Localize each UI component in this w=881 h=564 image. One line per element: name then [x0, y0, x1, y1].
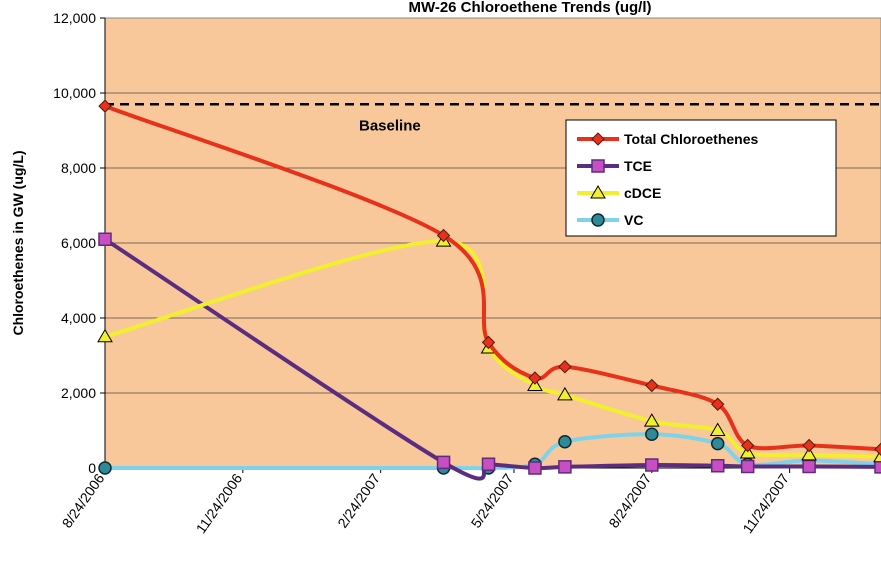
- marker-triangle: [643, 413, 660, 427]
- legend-entry-label: TCE: [624, 158, 652, 174]
- marker-diamond: [558, 360, 572, 374]
- marker-diamond: [874, 442, 881, 456]
- marker-square: [436, 455, 451, 470]
- marker-triangle: [801, 446, 817, 461]
- baseline: Baseline: [105, 103, 881, 134]
- y-tick-label: 6,000: [61, 235, 96, 251]
- marker-diamond: [711, 397, 725, 411]
- marker-circle: [558, 435, 572, 449]
- marker-triangle: [590, 185, 606, 199]
- x-tick-label: 2/24/2007: [334, 470, 383, 530]
- marker-square: [528, 461, 542, 475]
- marker-square: [98, 232, 112, 246]
- y-tick-label: 8,000: [61, 160, 96, 176]
- marker-circle: [98, 461, 112, 475]
- y-tick-label: 4,000: [61, 310, 96, 326]
- legend-entry-label: VC: [624, 212, 643, 228]
- legend-entry-label: cDCE: [624, 185, 661, 201]
- marker-triangle: [97, 328, 113, 343]
- marker-square: [645, 458, 659, 472]
- marker-circle: [710, 436, 725, 451]
- chart-title: MW-26 Chloroethene Trends (ug/l): [408, 0, 651, 16]
- grid-lines: [105, 92, 881, 394]
- marker-triangle: [557, 386, 573, 401]
- y-tick-label: 10,000: [53, 85, 96, 101]
- y-tick-label: 12,000: [53, 10, 96, 26]
- marker-diamond: [645, 378, 659, 393]
- marker-square: [591, 159, 605, 173]
- x-tick-label: 11/24/2007: [739, 470, 792, 536]
- y-axis: 0 2,000 4,000 6,000 8,000 10,000 12,000: [53, 10, 106, 476]
- marker-circle: [591, 213, 605, 227]
- marker-square: [558, 460, 572, 474]
- marker-circle: [645, 427, 659, 441]
- series-total-chloroethenes: [98, 99, 881, 456]
- y-axis-title: Chloroethenes in GW (ug/L): [10, 150, 26, 335]
- series: [97, 99, 881, 481]
- marker-square: [740, 459, 755, 474]
- x-tick-label: 11/24/2006: [193, 470, 246, 536]
- legend: Total Chloroethenes TCE cDCE VC: [565, 119, 837, 237]
- marker-diamond: [528, 371, 542, 385]
- marker-diamond: [436, 228, 451, 243]
- series-tce: [98, 232, 881, 481]
- legend-entry-label: Total Chloroethenes: [624, 131, 759, 147]
- x-axis: 8/24/2006 11/24/2006 2/24/2007 5/24/2007 8/2…: [59, 467, 881, 536]
- marker-diamond: [98, 99, 112, 113]
- x-tick-label: 8/24/2006: [59, 470, 108, 530]
- marker-square: [481, 457, 496, 471]
- legend-box: [565, 119, 837, 237]
- marker-square: [802, 459, 816, 474]
- x-tick-label: 8/24/2007: [605, 470, 654, 530]
- marker-square: [874, 460, 881, 474]
- marker-diamond: [740, 438, 755, 453]
- marker-square: [710, 459, 725, 473]
- marker-diamond: [481, 335, 496, 350]
- marker-diamond: [802, 438, 816, 453]
- y-tick-label: 0: [88, 460, 96, 476]
- marker-triangle: [709, 422, 726, 436]
- y-tick-label: 2,000: [61, 385, 96, 401]
- baseline-label: Baseline: [359, 117, 421, 134]
- marker-diamond: [591, 132, 605, 146]
